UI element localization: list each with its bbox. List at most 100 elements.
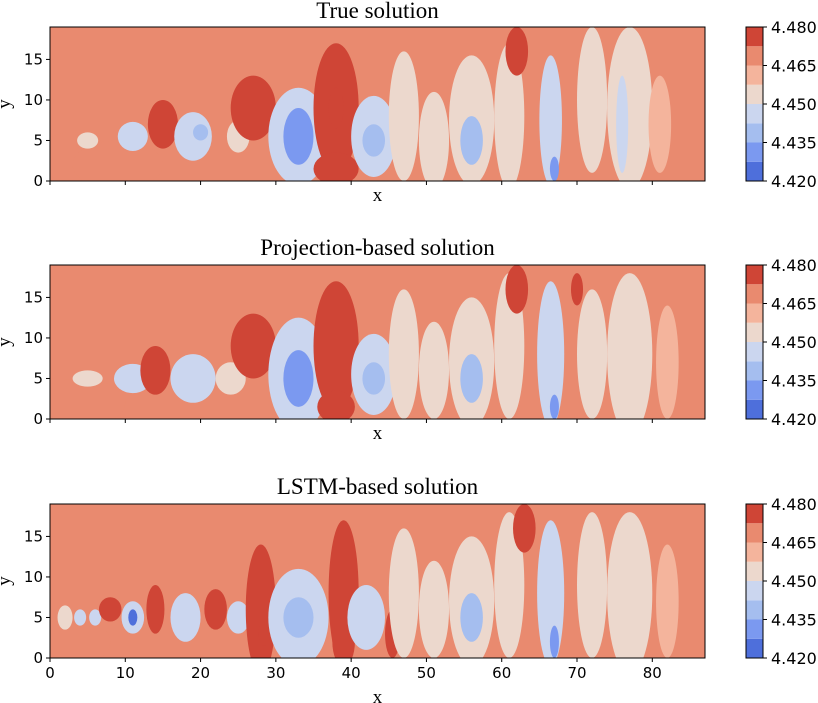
contour-blob [570, 273, 584, 306]
colorbar-band [746, 284, 763, 304]
contour-blob [656, 544, 679, 658]
contour-blob [656, 305, 679, 419]
contour-blob [513, 504, 536, 553]
colorbar-band [746, 380, 763, 400]
colorbar-band [746, 504, 763, 524]
colorbar-band [746, 342, 763, 362]
contour-blob [72, 370, 103, 387]
colorbar-tick-label: 4.420 [771, 172, 817, 191]
contour-blob [494, 512, 525, 658]
contour-blob [215, 362, 246, 395]
x-tick-label: 50 [417, 664, 436, 682]
contour-blob [230, 313, 276, 379]
contour-blob [607, 27, 653, 181]
contour-blob [607, 273, 653, 419]
contour-blob [388, 289, 419, 419]
panel-3: LSTM-based solution 0 10 20 30 40 50 60 70 80 x 0 5 1… [0, 474, 817, 703]
colorbar-tick-label: 4.450 [771, 333, 817, 352]
y-tick-label: 0 [33, 410, 43, 428]
contour-blob [539, 55, 562, 181]
y-tick-label: 5 [33, 369, 43, 387]
contour-blob [616, 75, 629, 173]
contour-blob [388, 51, 419, 181]
colorbar-band [746, 561, 763, 581]
contour-blob [362, 362, 386, 395]
contour-blob [460, 116, 483, 165]
colorbar-band [746, 399, 763, 419]
y-tick-label: 10 [24, 91, 43, 109]
colorbar-tick-label: 4.435 [771, 611, 817, 630]
x-tick-label: 60 [492, 664, 511, 682]
colorbar-band [746, 123, 763, 143]
contour-blob [577, 27, 608, 173]
panel-2: Projection-based solutionx051015y4.4204.… [0, 235, 817, 444]
colorbar-tick-label: 4.450 [771, 572, 817, 591]
contour-blob [170, 354, 216, 403]
axes-frame [49, 503, 706, 659]
contour-blob [418, 560, 450, 658]
contour-blob [549, 394, 559, 419]
x-axis-label: x [373, 423, 383, 444]
contour-blob [174, 112, 212, 161]
y-axis-label: y [0, 99, 15, 109]
colorbar-tick-label: 4.465 [771, 57, 817, 76]
x-tick-label: 20 [191, 664, 210, 682]
y-tick-label: 5 [33, 608, 43, 626]
colorbar-tick-label: 4.420 [771, 649, 817, 668]
y-tick-label: 10 [24, 568, 43, 586]
plot-area [50, 265, 705, 419]
contour-blob [230, 75, 276, 141]
colorbar: 4.420 4.435 4.450 4.465 4.480 [745, 495, 817, 668]
y-tick-label: 0 [33, 172, 43, 190]
contour-blob [50, 617, 111, 658]
contour-blob [226, 601, 250, 634]
contour-blob [494, 43, 525, 181]
panel-1: True solution x 0 5 10 15 y 4.420 4.435 4.450 4.46… [0, 0, 817, 206]
contour-blob [283, 108, 314, 165]
contour-blob [328, 87, 344, 129]
colorbar-band [746, 65, 763, 85]
contour-blob [648, 75, 672, 173]
plot-area [50, 504, 705, 658]
axes-frame [49, 264, 706, 420]
colorbar-band [746, 84, 763, 104]
contour-blob [193, 124, 209, 141]
chart-title: True solution [316, 0, 439, 23]
contour-blob [283, 350, 314, 407]
y-axis-label: y [0, 576, 15, 586]
colorbar: 4.420 4.435 4.450 4.465 4.480 [745, 256, 817, 429]
contour-blob [128, 609, 138, 626]
contour-blob [537, 281, 565, 419]
contour-blob [72, 140, 163, 181]
x-tick-label: 0 [45, 664, 55, 682]
colorbar-tick-label: 4.465 [771, 295, 817, 314]
colorbar-tick-label: 4.480 [771, 256, 817, 275]
contour-blob [89, 609, 102, 626]
x-tick-label: 70 [567, 664, 586, 682]
contour-blob [283, 597, 314, 638]
contour-blob [607, 512, 653, 658]
colorbar-tick-label: 4.420 [771, 410, 817, 429]
y-tick-label: 0 [33, 649, 43, 667]
contour-blob [505, 27, 529, 76]
contour-blob [362, 124, 386, 157]
colorbar-band [746, 265, 763, 285]
contour-blob [147, 99, 178, 149]
contour-blob [537, 520, 565, 658]
contour-blob [549, 156, 559, 181]
colorbar-band [746, 27, 763, 47]
colorbar-band [746, 581, 763, 601]
contour-blob [505, 265, 529, 314]
x-axis-label: x [373, 185, 383, 206]
contour-blob [74, 609, 87, 626]
contour-blob [317, 390, 355, 419]
colorbar-tick-label: 4.435 [771, 372, 817, 391]
contour-blob [140, 346, 171, 395]
contour-blob [460, 354, 483, 403]
colorbar-band [746, 619, 763, 639]
contour-blob [577, 512, 608, 658]
contour-blob [170, 593, 201, 642]
colorbar-band [746, 142, 763, 162]
contour-blob [418, 321, 450, 419]
